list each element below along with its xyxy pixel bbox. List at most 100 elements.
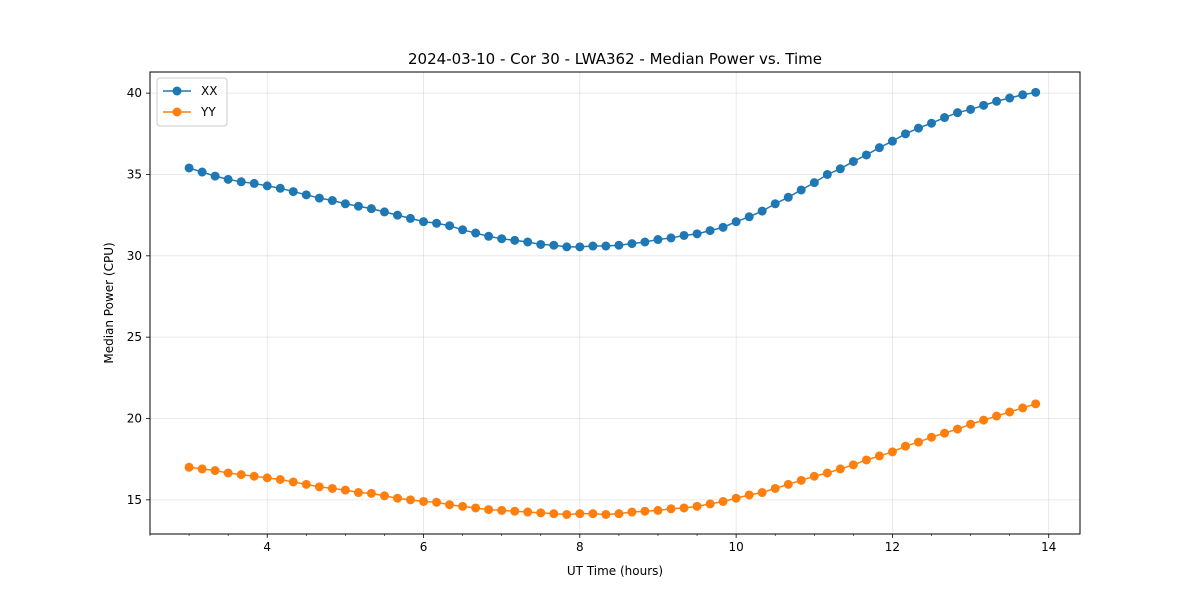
data-point-yy [497,505,507,515]
data-point-yy [900,441,910,451]
data-point-yy [718,496,728,506]
data-point-yy [575,509,585,519]
data-point-yy [705,499,715,509]
data-point-xx [393,210,403,220]
y-tick-label: 40 [127,86,142,100]
data-point-xx [484,231,494,241]
data-point-xx [379,207,389,217]
data-point-xx [900,129,910,139]
data-point-yy [913,437,923,447]
y-tick-label: 25 [127,330,142,344]
data-point-xx [992,96,1002,106]
data-point-yy [940,428,950,438]
data-point-yy [848,460,858,470]
data-point-yy [1005,407,1015,417]
data-point-xx [614,240,624,250]
data-point-yy [366,488,376,498]
data-point-yy [822,468,832,478]
data-point-yy [861,455,871,465]
data-point-yy [484,505,494,515]
data-point-yy [783,479,793,489]
data-point-xx [731,217,741,227]
data-point-yy [249,471,259,481]
data-point-yy [445,500,455,510]
data-point-xx [588,241,598,251]
data-point-xx [275,183,285,193]
data-point-xx [197,167,207,177]
data-point-yy [510,506,520,516]
data-point-yy [353,488,363,498]
data-point-yy [314,482,324,492]
data-point-xx [940,113,950,123]
data-point-xx [927,118,937,128]
data-point-xx [653,235,663,245]
data-point-xx [692,229,702,239]
data-point-xx [523,237,533,247]
data-point-yy [927,432,937,442]
data-point-xx [783,192,793,202]
data-point-xx [236,177,246,187]
series-layer [184,87,1041,519]
data-point-yy [770,483,780,493]
data-point-xx [640,237,650,247]
series-xx [184,87,1041,252]
data-point-xx [562,242,572,252]
data-point-xx [770,199,780,209]
data-point-yy [184,462,194,472]
data-point-xx [405,213,415,223]
data-point-xx [575,242,585,252]
data-point-xx [327,196,337,206]
data-point-yy [731,493,741,503]
data-point-yy [379,491,389,501]
data-point-xx [627,239,637,249]
data-point-yy [757,488,767,498]
data-point-yy [419,496,429,506]
data-point-xx [419,217,429,227]
data-point-yy [588,509,598,519]
data-point-yy [640,506,650,516]
data-point-xx [536,239,546,249]
data-point-xx [822,169,832,179]
data-point-yy [1018,403,1028,413]
data-point-yy [536,508,546,518]
data-point-xx [471,228,481,238]
data-point-xx [223,174,233,184]
data-point-xx [262,181,272,191]
x-axis-label: UT Time (hours) [567,564,663,578]
data-point-xx [249,178,259,188]
data-point-yy [835,464,845,474]
data-point-xx [1031,87,1041,97]
data-point-yy [432,497,442,507]
data-point-yy [692,501,702,511]
data-point-yy [471,503,481,513]
data-point-yy [874,451,884,461]
data-point-xx [835,164,845,174]
data-point-xx [861,150,871,160]
data-point-yy [458,501,468,511]
data-point-xx [497,234,507,244]
data-point-yy [549,509,559,519]
data-point-yy [340,485,350,495]
data-point-xx [366,204,376,214]
data-point-xx [1005,93,1015,103]
data-point-yy [288,477,298,487]
x-tick-label: 14 [1041,540,1056,554]
data-point-xx [979,100,989,110]
data-point-xx [913,123,923,133]
data-point-xx [679,230,689,240]
data-point-yy [223,468,233,478]
chart-title: 2024-03-10 - Cor 30 - LWA362 - Median Po… [408,50,822,68]
data-point-yy [953,424,963,434]
data-point-yy [405,495,415,505]
legend-label-xx: XX [201,84,217,98]
x-tick-label: 10 [728,540,743,554]
data-point-xx [288,187,298,197]
x-tick-label: 8 [576,540,584,554]
data-point-yy [666,504,676,514]
y-axis-ticks: 15 20 25 30 35 40 [127,86,150,507]
data-point-xx [340,199,350,209]
data-point-xx [445,221,455,231]
legend-marker-xx [172,86,182,96]
data-point-yy [992,411,1002,421]
